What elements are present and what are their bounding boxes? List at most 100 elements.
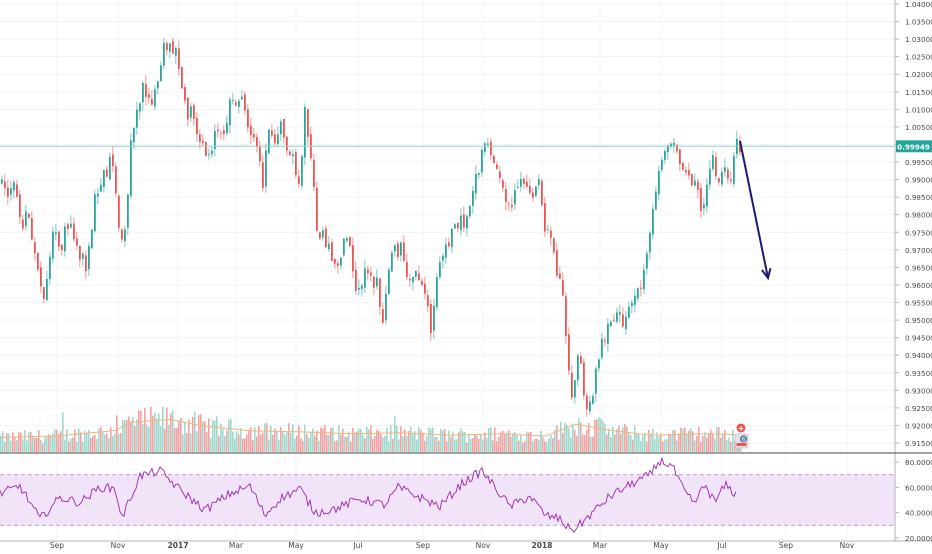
candle-body[interactable] xyxy=(520,179,522,187)
candle-body[interactable] xyxy=(667,145,669,153)
candle-body[interactable] xyxy=(724,167,726,172)
candle-body[interactable] xyxy=(646,253,648,269)
candle-body[interactable] xyxy=(448,242,450,247)
candle-body[interactable] xyxy=(568,334,570,371)
candle-body[interactable] xyxy=(478,173,480,175)
candle-body[interactable] xyxy=(475,173,477,194)
candle-body[interactable] xyxy=(601,338,603,358)
candle-body[interactable] xyxy=(106,169,108,177)
candle-body[interactable] xyxy=(253,134,255,138)
rsi-line[interactable] xyxy=(0,456,737,533)
candle-body[interactable] xyxy=(223,130,225,135)
candle-body[interactable] xyxy=(571,372,573,398)
candle-body[interactable] xyxy=(166,43,168,51)
candle-body[interactable] xyxy=(34,242,36,254)
candle-body[interactable] xyxy=(103,169,105,187)
candle-body[interactable] xyxy=(226,122,228,134)
candle-body[interactable] xyxy=(202,140,204,144)
candle-body[interactable] xyxy=(469,206,471,217)
candle-body[interactable] xyxy=(658,171,660,195)
candle-body[interactable] xyxy=(403,242,405,261)
candle-body[interactable] xyxy=(730,179,732,182)
candle-body[interactable] xyxy=(661,159,663,170)
candle-body[interactable] xyxy=(583,362,585,396)
candle-body[interactable] xyxy=(322,230,324,238)
candle-body[interactable] xyxy=(172,40,174,54)
candle-body[interactable] xyxy=(574,380,576,398)
candle-body[interactable] xyxy=(421,280,423,285)
candle-body[interactable] xyxy=(562,279,564,296)
candle-body[interactable] xyxy=(586,395,588,410)
candle-body[interactable] xyxy=(94,194,96,232)
candle-body[interactable] xyxy=(394,245,396,252)
candle-body[interactable] xyxy=(676,144,678,152)
candle-body[interactable] xyxy=(97,193,99,197)
alert-badge[interactable] xyxy=(736,423,746,433)
candle-body[interactable] xyxy=(700,187,702,211)
candle-body[interactable] xyxy=(295,151,297,176)
candle-body[interactable] xyxy=(697,181,699,190)
candle-body[interactable] xyxy=(385,293,387,321)
candle-body[interactable] xyxy=(112,154,114,166)
candle-body[interactable] xyxy=(232,99,234,101)
candle-body[interactable] xyxy=(1,179,3,184)
candle-body[interactable] xyxy=(589,401,591,412)
candle-body[interactable] xyxy=(337,263,339,266)
candle-body[interactable] xyxy=(130,140,132,196)
candle-body[interactable] xyxy=(70,223,72,228)
candle-body[interactable] xyxy=(316,188,318,231)
candle-body[interactable] xyxy=(424,283,426,294)
candle-body[interactable] xyxy=(343,238,345,256)
candle-body[interactable] xyxy=(169,43,171,52)
candle-body[interactable] xyxy=(265,150,267,187)
candle-body[interactable] xyxy=(358,287,360,290)
candle-body[interactable] xyxy=(691,174,693,186)
candle-body[interactable] xyxy=(244,94,246,111)
candle-body[interactable] xyxy=(235,102,237,106)
candle-body[interactable] xyxy=(703,204,705,209)
candle-body[interactable] xyxy=(85,255,87,271)
candle-body[interactable] xyxy=(13,182,15,191)
candle-body[interactable] xyxy=(553,238,555,253)
candle-body[interactable] xyxy=(523,178,525,184)
candle-body[interactable] xyxy=(364,268,366,288)
candle-body[interactable] xyxy=(328,243,330,250)
candle-body[interactable] xyxy=(400,242,402,256)
candle-body[interactable] xyxy=(445,244,447,258)
candle-body[interactable] xyxy=(283,118,285,138)
candle-body[interactable] xyxy=(415,270,417,277)
candle-body[interactable] xyxy=(526,181,528,187)
candle-body[interactable] xyxy=(181,67,183,89)
candle-body[interactable] xyxy=(268,129,270,154)
candle-body[interactable] xyxy=(205,142,207,156)
candle-body[interactable] xyxy=(709,168,711,185)
candlestick-series[interactable] xyxy=(1,37,741,417)
candle-body[interactable] xyxy=(307,109,309,137)
candle-body[interactable] xyxy=(241,96,243,100)
candle-body[interactable] xyxy=(655,191,657,210)
candle-body[interactable] xyxy=(598,359,600,369)
candle-body[interactable] xyxy=(247,109,249,128)
candle-body[interactable] xyxy=(496,164,498,169)
candle-body[interactable] xyxy=(82,253,84,259)
candle-body[interactable] xyxy=(721,172,723,185)
candle-body[interactable] xyxy=(406,262,408,278)
candle-body[interactable] xyxy=(199,134,201,142)
candle-body[interactable] xyxy=(547,229,549,230)
candle-body[interactable] xyxy=(685,170,687,173)
candle-body[interactable] xyxy=(640,287,642,289)
candle-body[interactable] xyxy=(595,368,597,394)
candle-body[interactable] xyxy=(49,256,51,279)
candle-body[interactable] xyxy=(643,270,645,290)
candle-body[interactable] xyxy=(325,228,327,248)
candle-body[interactable] xyxy=(88,245,90,270)
candle-body[interactable] xyxy=(688,169,690,176)
candle-body[interactable] xyxy=(61,244,63,251)
candle-body[interactable] xyxy=(694,180,696,186)
candle-body[interactable] xyxy=(121,229,123,240)
candle-body[interactable] xyxy=(127,194,129,228)
candle-body[interactable] xyxy=(184,87,186,101)
candle-body[interactable] xyxy=(124,229,126,242)
candle-body[interactable] xyxy=(670,143,672,147)
candle-body[interactable] xyxy=(706,184,708,207)
